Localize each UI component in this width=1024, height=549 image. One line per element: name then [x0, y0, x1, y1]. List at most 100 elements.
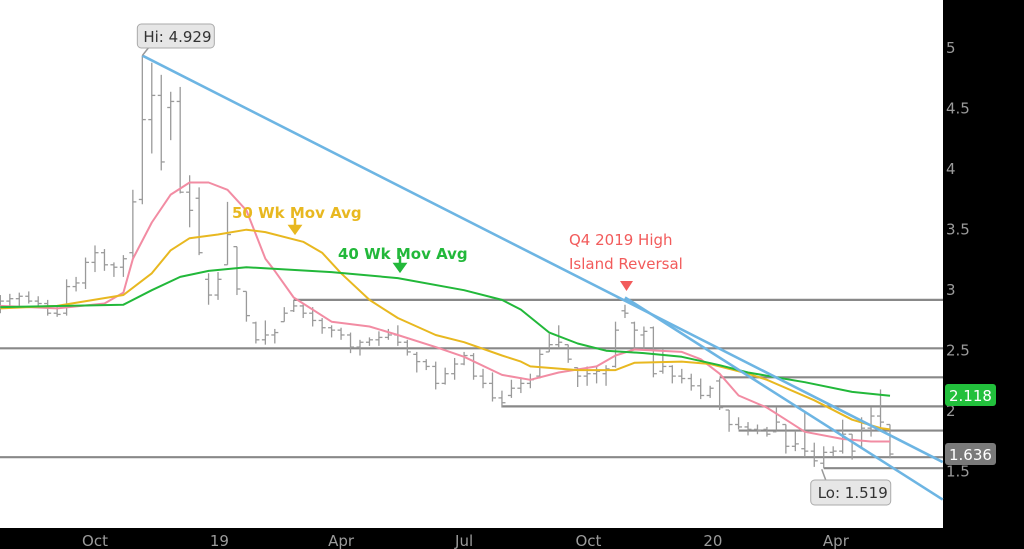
ohlc-bar	[91, 245, 99, 273]
ohlc-bar	[0, 295, 4, 314]
y-tick-label: 2.5	[946, 342, 970, 360]
x-tick-label: Jul	[454, 532, 473, 549]
ohlc-bar	[271, 328, 279, 344]
ohlc-bar	[167, 91, 175, 141]
ohlc-bar	[564, 344, 572, 363]
ohlc-bar	[649, 326, 657, 378]
ohlc-bar	[810, 442, 818, 467]
ohlc-bar	[507, 379, 515, 398]
y-tick-label: 3.5	[946, 221, 970, 239]
ohlc-bar	[375, 331, 383, 346]
ohlc-bar	[356, 339, 364, 356]
low-callout-box	[810, 479, 892, 506]
moving-average-line-1	[0, 181, 890, 443]
y-tick-label: 3	[946, 281, 956, 299]
ohlc-bar	[687, 373, 695, 391]
ohlc-bar	[668, 365, 676, 384]
last-price-badge: 1.636	[945, 443, 996, 465]
ohlc-bar	[328, 325, 336, 338]
ohlc-bar	[72, 276, 80, 292]
trendline	[624, 296, 944, 501]
x-tick-label: Oct	[576, 532, 602, 549]
ohlc-bar	[403, 339, 411, 356]
down-triangle-icon	[620, 281, 633, 291]
ohlc-bar	[479, 368, 487, 389]
ohlc-bar	[612, 321, 620, 368]
ohlc-bar	[82, 257, 90, 289]
ohlc-bar	[735, 417, 743, 430]
ohlc-bar	[138, 55, 146, 205]
ohlc-bar	[233, 245, 241, 296]
ohlc-bar	[697, 378, 705, 400]
ohlc-bar	[384, 328, 392, 340]
low-callout: Lo: 1.519	[810, 468, 892, 506]
ohlc-bar	[186, 175, 194, 228]
ohlc-bar	[347, 332, 355, 354]
ohlc-bar	[640, 326, 648, 350]
down-arrow-icon	[392, 256, 408, 274]
ohlc-bar	[848, 433, 856, 460]
ohlc-bar	[545, 333, 553, 353]
y-tick-label: 4	[946, 160, 956, 178]
y-tick-label: 4.5	[946, 100, 970, 118]
high-label: Hi: 4.929	[143, 28, 211, 46]
y-tick-label: 2	[946, 402, 956, 420]
ohlc-bar	[725, 409, 733, 432]
ohlc-bar	[25, 291, 33, 304]
ohlc-bar	[290, 299, 298, 312]
ohlc-bar	[100, 249, 108, 271]
ohlc-bar	[630, 321, 638, 350]
ohlc-bar	[744, 422, 752, 436]
ohlc-bar	[280, 307, 288, 323]
ohlc-bar	[148, 62, 156, 154]
ohlc-bar	[214, 272, 222, 300]
ohlc-bar	[706, 385, 714, 398]
ohlc-bar	[110, 262, 118, 277]
x-tick-label: Oct	[82, 532, 108, 549]
reversal-note-line2: Island Reversal	[569, 255, 683, 273]
ohlc-bar	[299, 303, 307, 319]
down-arrow-icon	[287, 218, 303, 236]
horizontal-levels	[0, 298, 943, 470]
ma50-label: 50 Wk Mov Avg	[232, 204, 362, 222]
ohlc-bar	[422, 359, 430, 371]
y-tick-label: 1.5	[946, 463, 970, 481]
low-label: Lo: 1.519	[818, 484, 888, 502]
ohlc-bar	[877, 389, 885, 432]
ohlc-bar	[801, 412, 809, 458]
ohlc-bar	[867, 407, 875, 437]
ohlc-bar	[772, 407, 780, 433]
ohlc-bar	[498, 390, 506, 408]
ohlc-bar	[451, 357, 459, 380]
ohlc-bar	[176, 86, 184, 194]
ohlc-bar	[488, 372, 496, 402]
moving-average-line-2	[0, 228, 891, 431]
ohlc-bar	[195, 187, 203, 256]
ohlc-bar	[536, 349, 544, 379]
trendlines	[141, 54, 944, 501]
price-bars	[0, 55, 894, 469]
ohlc-bar	[252, 321, 260, 344]
ohlc-bar	[820, 446, 828, 469]
x-axis: Oct 19 Apr Jul Oct 20 Apr	[82, 532, 850, 549]
ohlc-bar	[242, 290, 250, 322]
x-tick-label: 20	[703, 532, 722, 549]
ohlc-bar	[782, 423, 790, 454]
y-tick-label: 5	[946, 39, 956, 57]
x-tick-label: Apr	[823, 532, 850, 549]
ma-value-text: 2.118	[949, 387, 992, 405]
ohlc-bar	[470, 353, 478, 380]
ohlc-bar	[261, 320, 269, 345]
ohlc-bar	[678, 368, 686, 384]
ohlc-bar	[791, 430, 799, 452]
last-price-text: 1.636	[949, 446, 992, 464]
reversal-note-line1: Q4 2019 High	[569, 231, 673, 249]
trendline	[141, 54, 944, 464]
ohlc-bar	[716, 378, 724, 410]
x-tick-label: 19	[210, 532, 229, 549]
low-callout-pointer	[821, 468, 827, 481]
ohlc-bar	[365, 337, 373, 346]
ohlc-bar	[15, 292, 23, 306]
ohlc-bar	[337, 327, 345, 340]
